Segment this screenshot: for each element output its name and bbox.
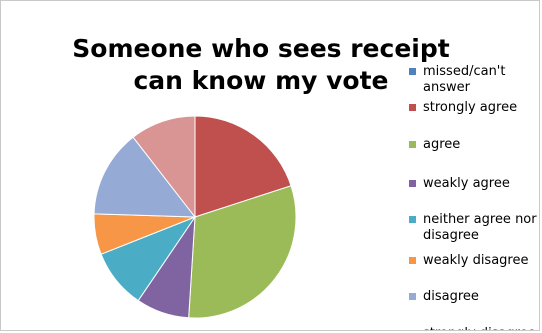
legend-swatch-neither-agree-nor-disagree xyxy=(409,216,416,223)
legend-swatch-agree xyxy=(409,141,416,148)
legend-label-disagree: disagree xyxy=(423,289,479,304)
legend-swatch-missed-can-t-answer xyxy=(409,68,416,75)
pie-slice-disagree xyxy=(93,136,197,218)
legend-label-missed-can-t-answer: missed/can't answer xyxy=(423,64,506,95)
legend-label-strongly-agree: strongly agree xyxy=(423,100,518,115)
pie-slice-strongly-disagree xyxy=(132,115,196,219)
legend-label-strongly-disagree: strongly disagree xyxy=(423,326,539,330)
pie-slice-agree xyxy=(188,185,297,319)
chart-title: Someone who sees receipt can know my vot… xyxy=(72,34,450,95)
legend-swatch-weakly-disagree xyxy=(409,257,416,264)
legend-swatch-disagree xyxy=(409,293,416,300)
legend-label-agree: agree xyxy=(423,137,461,152)
pie-slice-strongly-agree xyxy=(194,115,292,218)
legend-swatch-weakly-agree xyxy=(409,180,416,187)
legend-swatch-strongly-agree xyxy=(409,104,416,111)
legend-swatch-strongly-disagree xyxy=(409,330,416,331)
legend-label-weakly-agree: weakly agree xyxy=(423,176,510,191)
legend-label-neither-agree-nor-disagree: neither agree nor disagree xyxy=(423,212,537,243)
legend-label-weakly-disagree: weakly disagree xyxy=(423,253,529,268)
